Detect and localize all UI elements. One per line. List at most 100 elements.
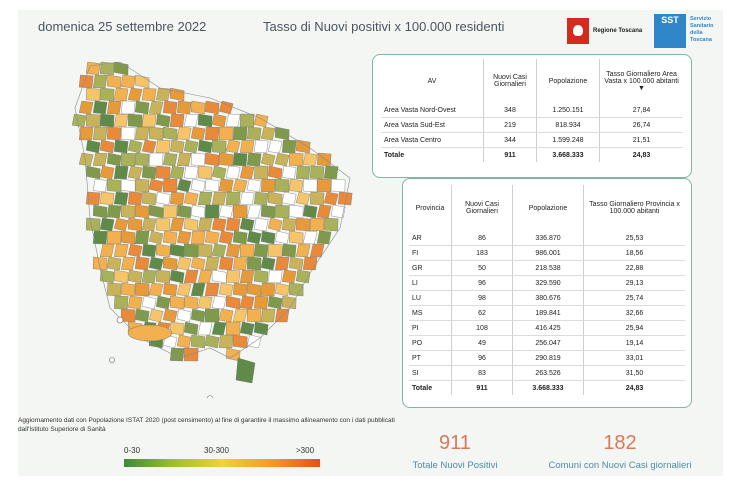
municipality-area [302,152,318,167]
municipality-area [204,152,220,167]
municipality-area [106,178,122,193]
municipality-area [183,165,199,180]
municipality-area [302,178,318,193]
municipality-area [246,282,262,297]
municipality-area [92,204,108,219]
pr-cell: 22,88 [583,260,685,276]
municipality-area [232,152,248,167]
pr-header-cases: Nuovi Casi Giornalieri [451,185,513,231]
municipality-area [274,256,290,271]
av-cell: Area Vasta Nord-Ovest [381,103,484,118]
municipality-area [274,178,290,193]
municipality-area [99,113,115,128]
municipality-area [183,269,199,284]
municipality-area [211,165,227,180]
municipality-area [148,282,164,297]
municipality-area [85,217,101,232]
municipality-area [197,217,213,232]
municipality-area [176,100,192,115]
municipality-area [190,282,206,297]
municipality-area [253,139,269,154]
municipality-area [141,191,157,206]
pr-total-rate: 24,83 [583,380,685,395]
av-cell: 344 [483,132,537,148]
sort-desc-icon[interactable]: ▼ [638,84,645,92]
pr-cell: 33,01 [583,350,685,366]
municipality-area [141,87,157,102]
region-outline [74,61,351,359]
av-total-pop: 3.668.333 [536,147,600,162]
municipality-area [148,100,164,115]
pr-row: PO 49 256.047 19,14 [409,335,685,351]
pr-row: AR 86 336.870 25,53 [409,231,685,246]
municipality-area [246,256,262,271]
av-cell: 26,74 [599,117,683,133]
municipality-area [204,334,220,349]
pr-cell: 83 [451,365,513,381]
municipality-area [267,243,283,258]
municipality-area [176,126,192,141]
av-cell: Area Vasta Centro [381,132,484,148]
municipality-area [176,334,192,349]
municipality-area [85,61,101,76]
municipality-area [141,165,157,180]
municipality-area [113,243,129,258]
municipality-area [246,334,262,349]
municipality-area [211,321,227,336]
municipality-area [155,217,171,232]
municipality-area [162,152,178,167]
municipality-area [106,256,122,271]
municipality-area [239,191,255,206]
municipality-area [267,269,283,284]
av-cell: 27,84 [599,103,683,118]
municipality-area [267,191,283,206]
sst-logo: SST Servizio Sanitario della Toscana [654,14,720,50]
municipality-area [330,178,346,193]
pr-cell: 50 [451,260,513,276]
municipality-area [239,217,255,232]
municipality-area [225,269,241,284]
municipality-area [106,282,122,297]
municipality-area [190,126,206,141]
municipality-area [211,295,227,310]
municipality-area [127,269,143,284]
municipality-area [274,282,290,297]
pr-cell: PI [409,320,452,336]
municipality-area [267,139,283,154]
pr-header-rate: Tasso Giornaliero Provincia x 100.000 ab… [583,185,685,231]
municipality-area [204,308,220,323]
municipality-area [92,74,108,89]
map-municipalities [71,61,353,362]
municipality-area [260,256,276,271]
pr-row: LI 96 329.590 29,13 [409,275,685,291]
municipality-area [204,256,220,271]
municipality-area [155,113,171,128]
municipality-area [253,269,269,284]
municipality-area [162,126,178,141]
municipality-area [134,152,150,167]
municipality-area [113,269,129,284]
pr-cell: 96 [451,350,513,366]
municipality-area [106,152,122,167]
municipality-area [323,165,339,180]
pr-cell: 290.819 [512,350,584,366]
av-cell: 818.934 [536,117,600,133]
pr-row: FI 183 986.001 18,56 [409,245,685,261]
municipality-area [134,308,150,323]
municipality-area [183,295,199,310]
municipality-area [99,61,115,76]
municipality-area [155,87,171,102]
municipality-area [267,217,283,232]
municipality-area [155,139,171,154]
pr-cell: 25,74 [583,290,685,306]
municipality-area [190,178,206,193]
municipality-area [281,139,297,154]
pr-cell: 263.526 [512,365,584,381]
municipality-area [232,308,248,323]
pr-cell: 183 [451,245,513,261]
av-header-cases: Nuovi Casi Giornalieri [483,59,537,103]
pr-cell: MS [409,305,452,321]
municipality-area [253,217,269,232]
municipality-area [169,87,185,102]
municipality-area [197,269,213,284]
